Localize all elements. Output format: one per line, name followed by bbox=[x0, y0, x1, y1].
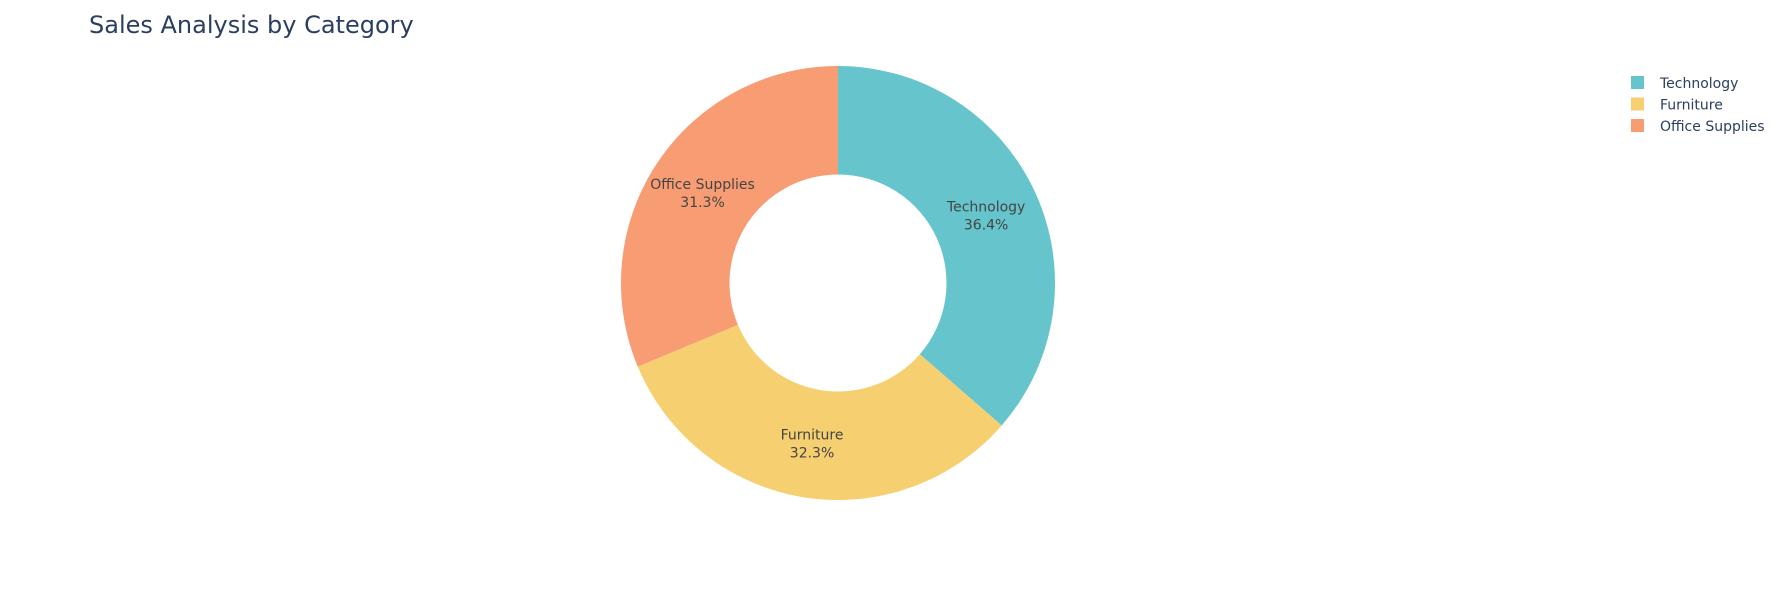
legend-item-office-supplies[interactable]: Office Supplies bbox=[1631, 119, 1765, 135]
slice-label-technology: Technology 36.4% bbox=[946, 200, 1025, 234]
legend: Technology Furniture Office Supplies bbox=[1631, 76, 1765, 135]
legend-swatch-office-supplies bbox=[1631, 119, 1644, 132]
legend-label-furniture: Furniture bbox=[1660, 98, 1723, 114]
slice-label-office-supplies: Office Supplies 31.3% bbox=[650, 177, 755, 211]
chart-title: Sales Analysis by Category bbox=[89, 11, 414, 39]
slice-furniture[interactable] bbox=[637, 324, 1002, 500]
legend-item-technology[interactable]: Technology bbox=[1631, 76, 1738, 92]
slice-office-supplies[interactable] bbox=[621, 66, 838, 367]
slice-labels-layer: Technology 36.4% Furniture 32.3% Office Supp… bbox=[650, 177, 1025, 462]
slice-label-furniture: Furniture 32.3% bbox=[781, 428, 844, 462]
legend-swatch-furniture bbox=[1631, 97, 1644, 111]
slices-layer bbox=[621, 66, 1055, 500]
legend-item-furniture[interactable]: Furniture bbox=[1631, 97, 1723, 114]
legend-label-technology: Technology bbox=[1659, 76, 1738, 92]
slice-technology[interactable] bbox=[838, 66, 1055, 426]
legend-swatch-technology bbox=[1631, 76, 1644, 89]
legend-label-office-supplies: Office Supplies bbox=[1660, 119, 1765, 135]
